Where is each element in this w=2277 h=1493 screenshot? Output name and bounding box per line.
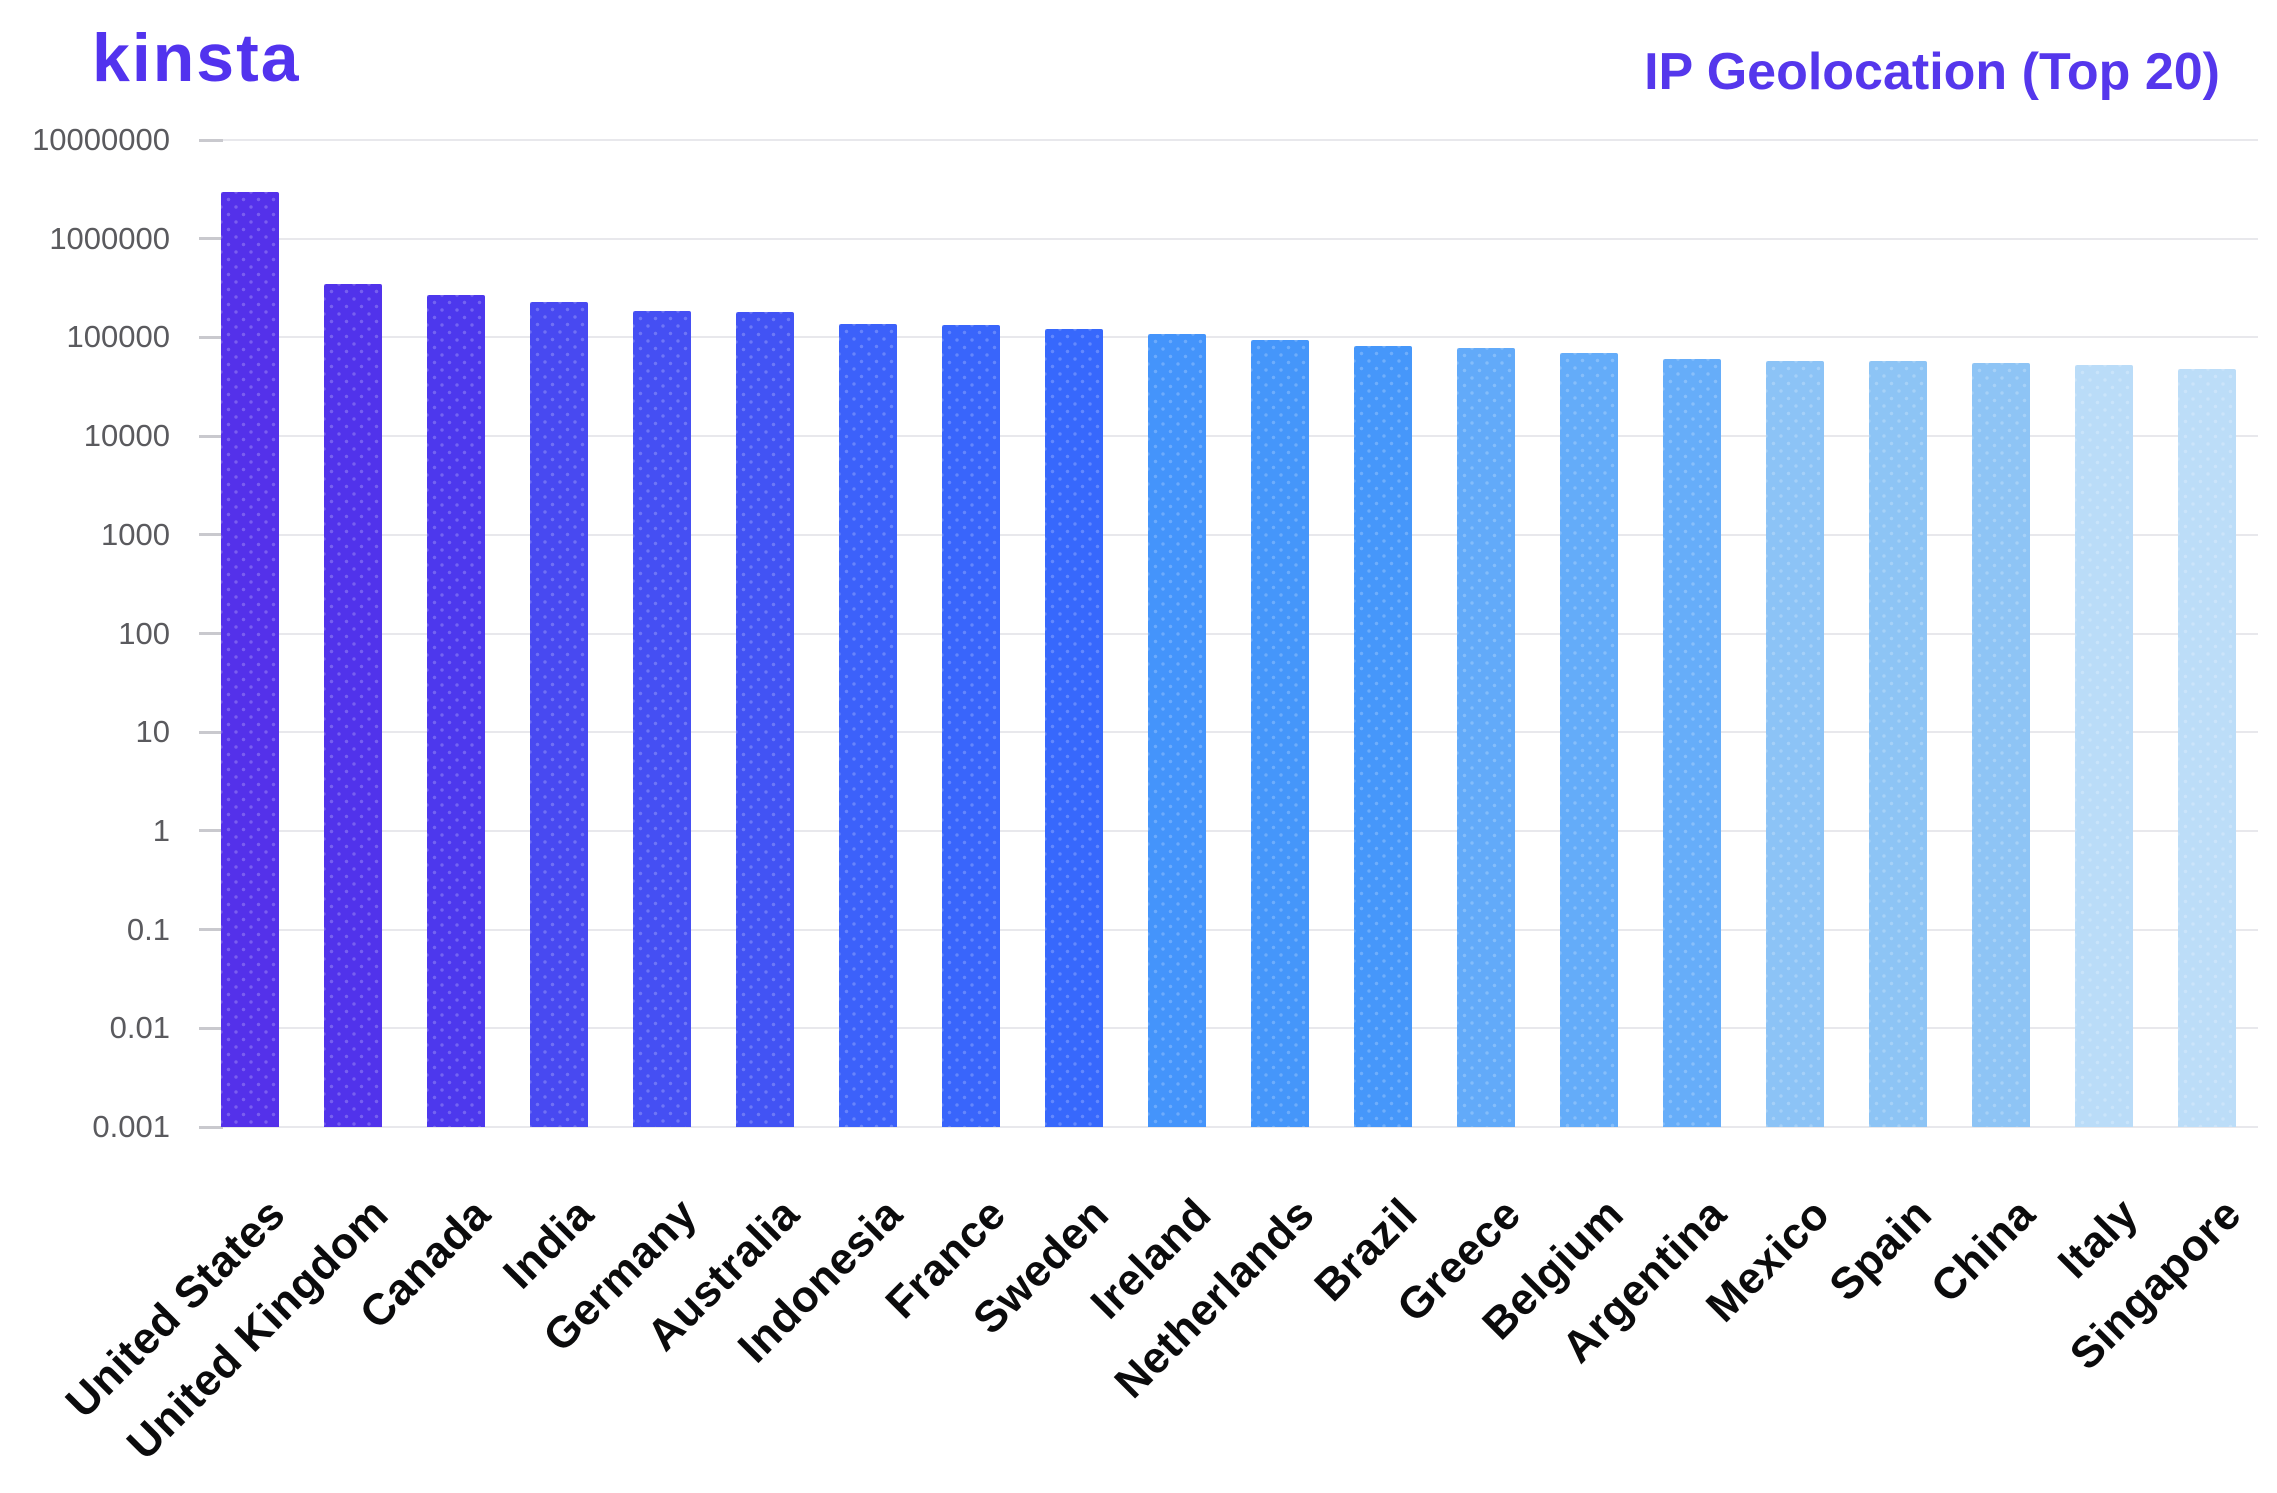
y-tick-label: 0.01 — [109, 1010, 170, 1046]
gridline-0.1 — [199, 928, 2258, 931]
y-axis-tick — [199, 928, 223, 932]
bar-canada — [427, 294, 486, 1127]
chart-title: IP Geolocation (Top 20) — [1644, 43, 2220, 101]
gridline-1000000 — [199, 237, 2258, 240]
gridline-1000 — [199, 533, 2258, 536]
bar-germany — [633, 310, 692, 1127]
bar-argentina — [1662, 359, 1721, 1127]
y-axis-tick — [199, 434, 223, 438]
bar-china — [1971, 363, 2030, 1127]
y-axis-tick — [199, 138, 223, 142]
bar-sweden — [1045, 328, 1104, 1127]
bar-singapore — [2177, 368, 2236, 1127]
gridline-0.01 — [199, 1027, 2258, 1030]
gridline-100000 — [199, 336, 2258, 339]
y-axis-tick — [199, 1125, 223, 1129]
y-tick-label: 100000 — [66, 319, 170, 355]
y-tick-label: 10000000 — [32, 122, 170, 157]
y-tick-label: 1000 — [101, 516, 170, 552]
bar-ireland — [1148, 334, 1207, 1127]
gridline-10000 — [199, 435, 2258, 438]
bar-mexico — [1765, 360, 1824, 1127]
kinsta-logo: kinsta — [92, 20, 301, 96]
y-axis-tick — [199, 335, 223, 339]
gridline-10000000 — [199, 139, 2258, 141]
bar-australia — [736, 311, 795, 1127]
bar-france — [942, 324, 1001, 1127]
y-tick-label: 10 — [135, 714, 170, 750]
x-label-china: China — [1921, 1189, 2045, 1313]
gridline-100 — [199, 632, 2258, 635]
y-axis-tick — [199, 533, 223, 537]
y-axis-tick — [199, 829, 223, 833]
y-axis-tick — [199, 730, 223, 734]
bar-greece — [1456, 348, 1515, 1127]
gridline-0.001 — [199, 1126, 2258, 1128]
y-tick-label: 10000 — [83, 418, 170, 454]
y-axis-tick — [199, 632, 223, 635]
bar-united-kingdom — [324, 284, 383, 1127]
gridline-1 — [199, 829, 2258, 832]
bar-brazil — [1353, 345, 1412, 1127]
bar-indonesia — [839, 323, 898, 1127]
bar-india — [530, 302, 589, 1127]
y-tick-label: 0.001 — [92, 1109, 170, 1144]
bar-belgium — [1559, 353, 1618, 1127]
y-axis-tick — [199, 1026, 223, 1030]
bar-netherlands — [1250, 340, 1309, 1127]
y-tick-label: 100 — [118, 615, 170, 651]
gridline-10 — [199, 731, 2258, 734]
y-axis-tick — [199, 237, 223, 241]
bar-italy — [2074, 365, 2133, 1127]
y-tick-label: 0.1 — [126, 911, 170, 947]
x-label-spain: Spain — [1820, 1189, 1942, 1311]
y-tick-label: 1000000 — [49, 220, 170, 256]
bar-spain — [1868, 361, 1927, 1127]
y-tick-label: 1 — [152, 812, 170, 848]
bar-united-states — [221, 191, 280, 1127]
